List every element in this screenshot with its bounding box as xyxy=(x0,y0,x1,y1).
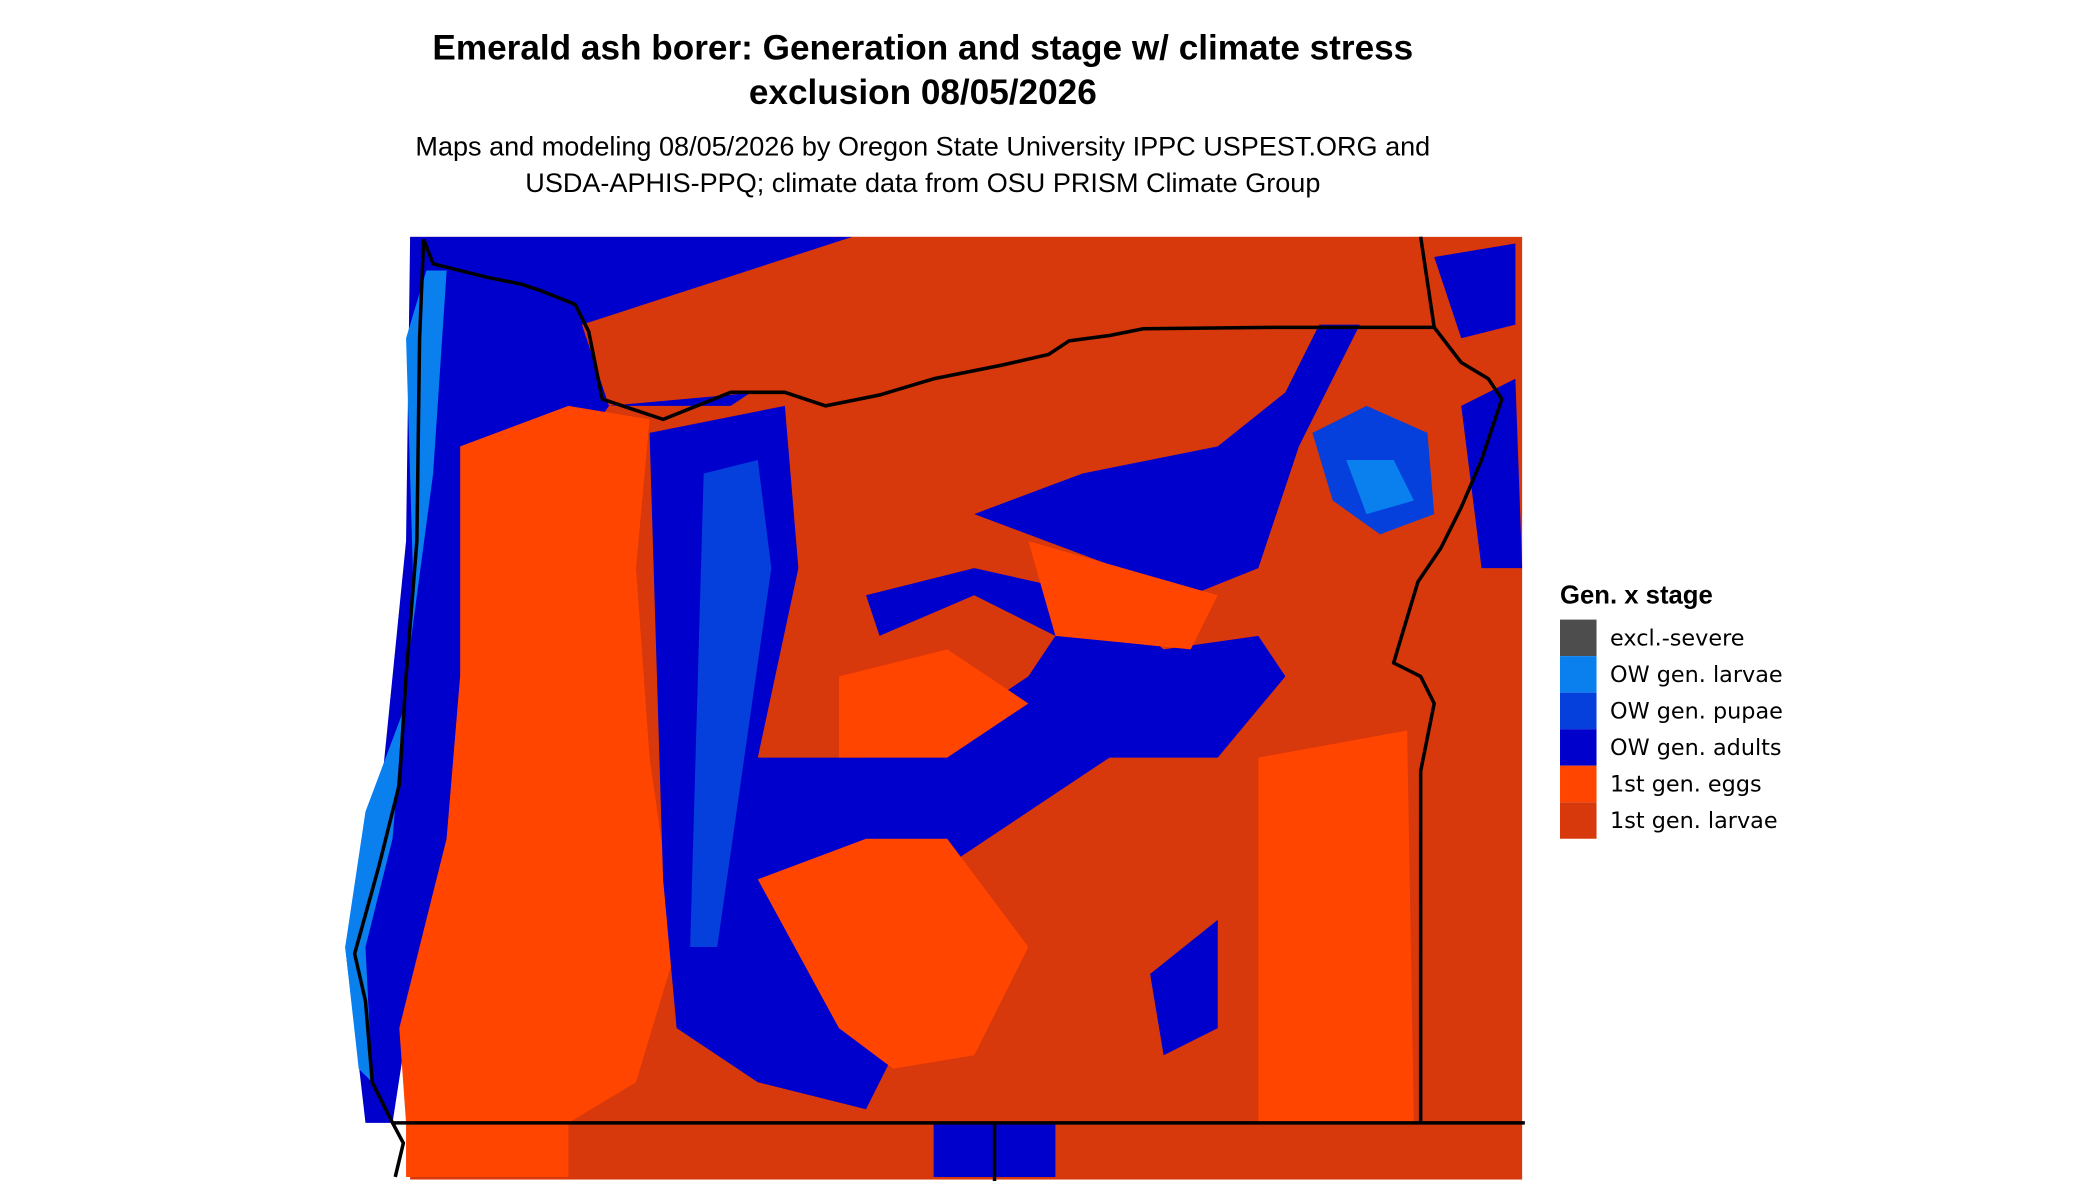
region xyxy=(838,649,1029,758)
subtitle: USDA-APHIS-PPQ; climate data from OSU PR… xyxy=(525,168,1320,198)
border xyxy=(422,238,1504,1123)
map xyxy=(345,236,1525,1181)
legend: Gen. x stage excl.-severe OW gen. larvae O… xyxy=(1560,581,1783,839)
border xyxy=(390,1122,406,1178)
region xyxy=(1150,919,1218,1056)
region xyxy=(1346,459,1414,515)
region xyxy=(974,270,1381,596)
legend-swatch xyxy=(1560,619,1597,657)
legend-swatch xyxy=(1560,729,1597,766)
region xyxy=(581,236,1421,406)
border xyxy=(1418,236,1436,328)
region xyxy=(406,1122,569,1177)
legend-label: OW gen. adults xyxy=(1610,735,1781,761)
region xyxy=(690,459,772,947)
legend-label: OW gen. larvae xyxy=(1610,662,1783,688)
legend-label: OW gen. pupae xyxy=(1610,698,1783,724)
title: exclusion 08/05/2026 xyxy=(749,73,1097,112)
legend-swatch xyxy=(1560,765,1597,803)
region xyxy=(1461,378,1523,569)
legend-label: excl.-severe xyxy=(1610,625,1744,651)
legend-swatch xyxy=(1560,656,1597,693)
region xyxy=(1258,730,1414,1123)
title: Emerald ash borer: Generation and stage … xyxy=(432,29,1413,68)
region xyxy=(1028,541,1218,650)
subtitle: Maps and modeling 08/05/2026 by Oregon S… xyxy=(415,132,1430,162)
region xyxy=(1434,243,1516,339)
legend-label: 1st gen. eggs xyxy=(1610,771,1762,797)
region xyxy=(399,405,677,1123)
region xyxy=(345,270,447,1083)
border xyxy=(352,239,1525,1125)
legend-label: 1st gen. larvae xyxy=(1610,808,1778,834)
region xyxy=(757,838,1029,1069)
legend-swatch xyxy=(1560,692,1597,730)
legend-swatch xyxy=(1560,802,1597,839)
legend-title: Gen. x stage xyxy=(1560,581,1713,609)
